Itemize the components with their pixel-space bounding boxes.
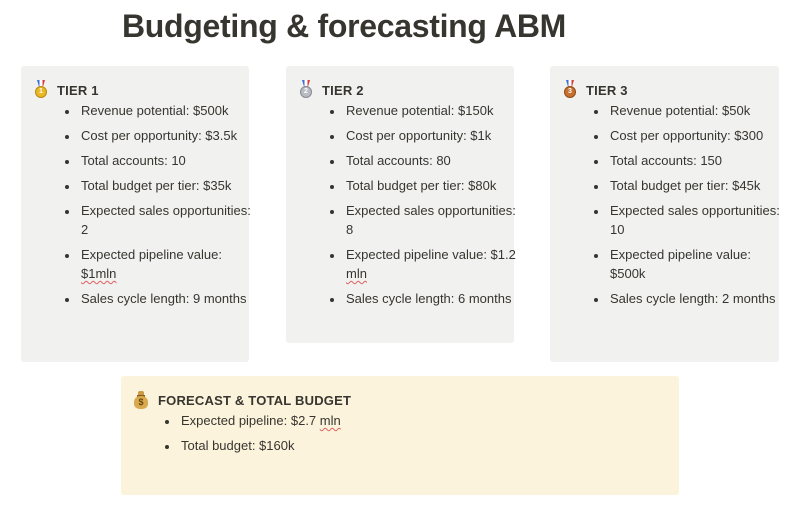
list-item[interactable]: Revenue potential: $50k xyxy=(608,101,788,120)
list-item[interactable]: Cost per opportunity: $1k xyxy=(344,126,524,145)
page-title: Budgeting & forecasting ABM xyxy=(122,8,567,44)
first-place-medal-icon[interactable]: 1 xyxy=(33,80,49,100)
third-place-medal-icon[interactable]: 3 xyxy=(562,80,578,100)
forecast-list: Expected pipeline: $2.7 mln Total budget… xyxy=(159,411,679,461)
list-item[interactable]: Revenue potential: $150k xyxy=(344,101,524,120)
tier-1-title: TIER 1 xyxy=(57,82,99,98)
list-item[interactable]: Total accounts: 150 xyxy=(608,151,788,170)
list-item[interactable]: Total budget per tier: $35k xyxy=(79,176,259,195)
list-item[interactable]: Sales cycle length: 9 months xyxy=(79,289,259,308)
list-item[interactable]: Revenue potential: $500k xyxy=(79,101,259,120)
forecast-callout[interactable]: $ FORECAST & TOTAL BUDGET Expected pipel… xyxy=(121,376,679,495)
list-item[interactable]: Expected sales opportunities: 8 xyxy=(344,201,524,239)
tier-2-title: TIER 2 xyxy=(322,82,364,98)
list-item[interactable]: Expected sales opportunities: 10 xyxy=(608,201,788,239)
tier-3-title: TIER 3 xyxy=(586,82,628,98)
tier-3-callout[interactable]: 3 TIER 3 Revenue potential: $50k Cost pe… xyxy=(550,66,780,362)
money-bag-icon[interactable]: $ xyxy=(133,390,149,410)
list-item[interactable]: Expected sales opportunities: 2 xyxy=(79,201,259,239)
second-place-medal-icon[interactable]: 2 xyxy=(298,80,314,100)
list-item[interactable]: Expected pipeline value: $1mln xyxy=(79,245,259,283)
tier-1-list: Revenue potential: $500k Cost per opport… xyxy=(59,101,259,314)
forecast-title: FORECAST & TOTAL BUDGET xyxy=(158,392,352,408)
list-item[interactable]: Total budget: $160k xyxy=(179,436,679,455)
forecast-header: $ FORECAST & TOTAL BUDGET xyxy=(133,390,351,410)
list-item[interactable]: Cost per opportunity: $300 xyxy=(608,126,788,145)
list-item[interactable]: Total budget per tier: $80k xyxy=(344,176,524,195)
list-item[interactable]: Expected pipeline value: $500k xyxy=(608,245,788,283)
tier-3-header: 3 TIER 3 xyxy=(562,80,628,100)
list-item[interactable]: Cost per opportunity: $3.5k xyxy=(79,126,259,145)
tier-2-callout[interactable]: 2 TIER 2 Revenue potential: $150k Cost p… xyxy=(286,66,516,343)
list-item[interactable]: Total accounts: 80 xyxy=(344,151,524,170)
list-item[interactable]: Total budget per tier: $45k xyxy=(608,176,788,195)
tier-1-callout[interactable]: 1 TIER 1 Revenue potential: $500k Cost p… xyxy=(21,66,251,362)
tier-3-list: Revenue potential: $50k Cost per opportu… xyxy=(588,101,788,314)
tier-2-header: 2 TIER 2 xyxy=(298,80,364,100)
tier-1-header: 1 TIER 1 xyxy=(33,80,99,100)
list-item[interactable]: Expected pipeline value: $1.2 mln xyxy=(344,245,524,283)
list-item[interactable]: Sales cycle length: 6 months xyxy=(344,289,524,308)
tier-2-list: Revenue potential: $150k Cost per opport… xyxy=(324,101,524,314)
list-item[interactable]: Total accounts: 10 xyxy=(79,151,259,170)
list-item[interactable]: Expected pipeline: $2.7 mln xyxy=(179,411,679,430)
list-item[interactable]: Sales cycle length: 2 months xyxy=(608,289,788,308)
